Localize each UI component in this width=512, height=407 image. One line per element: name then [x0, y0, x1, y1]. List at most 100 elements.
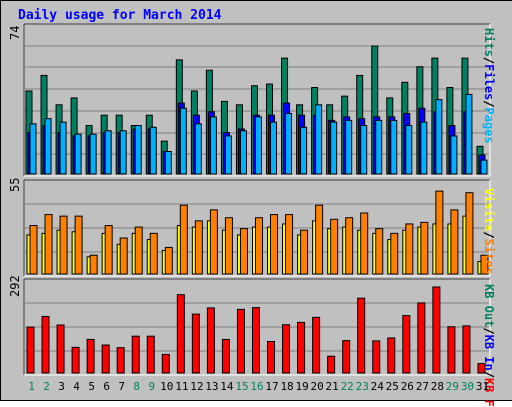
x-tick-label: 10 [160, 380, 174, 393]
kbf-bar [462, 325, 471, 374]
sites-bar [450, 209, 459, 275]
pages-bar [405, 125, 413, 175]
kbf-bar [206, 307, 215, 374]
pages-bar [134, 125, 142, 175]
x-tick-label: 29 [445, 380, 460, 393]
sites-bar [375, 228, 384, 275]
x-tick-label: 27 [415, 380, 429, 393]
pages-bar [179, 107, 187, 175]
pages-bar [300, 126, 308, 175]
kbf-bar [56, 324, 65, 374]
sites-bar [285, 214, 294, 275]
sites-bar [224, 217, 233, 275]
pages-bar [360, 125, 368, 175]
kbf-bar [161, 353, 170, 374]
kbf-bar [191, 313, 200, 374]
x-tick-label: 6 [103, 380, 110, 393]
sites-bar [405, 223, 414, 275]
kbf-bar [282, 324, 291, 374]
pages-bar [89, 133, 97, 175]
x-tick-label: 15 [235, 380, 249, 393]
sites-bar [209, 209, 218, 275]
kbf-bar [176, 294, 185, 374]
kbf-bar [267, 340, 276, 374]
kbf-bar [101, 344, 110, 374]
pages-bar [119, 130, 127, 175]
kbf-bar [432, 286, 441, 374]
x-tick-label: 19 [295, 380, 309, 393]
x-tick-label: 16 [250, 380, 264, 393]
pages-bar [149, 126, 157, 175]
x-axis-labels: 1 2 3 4 5 6 7 8 9 10 11 12 13 14 15 16 17 18 19 20 21 22 23 24 2… [0, 380, 512, 396]
x-tick-label: 5 [88, 380, 95, 393]
sites-bar [89, 254, 98, 275]
sites-bar [74, 215, 83, 275]
kbf-bar [146, 335, 155, 374]
pages-bar [224, 135, 232, 175]
x-tick-label: 8 [133, 380, 141, 393]
pages-bar [480, 159, 488, 175]
legend-separator: / [482, 100, 496, 108]
sites-bar [480, 254, 489, 275]
pages-bar [375, 119, 383, 175]
pages-bar [74, 133, 82, 175]
chart-title: Daily usage for March 2014 [18, 8, 222, 23]
legend-item: Visits [482, 188, 496, 232]
sites-bar [134, 226, 143, 275]
legend-separator: / [482, 231, 496, 239]
x-tick-label: 4 [73, 380, 80, 393]
sites-bar [179, 204, 188, 275]
x-tick-label: 1 [28, 380, 35, 393]
sites-bar [44, 214, 53, 275]
pages-bar [345, 119, 353, 175]
sites-bar [254, 217, 263, 275]
pages-bar [285, 112, 293, 175]
legend-item: Files [482, 64, 496, 101]
legend-item: KB In [482, 334, 496, 371]
x-tick-label: 21 [325, 380, 339, 393]
kbf-bar [417, 302, 426, 374]
x-tick-label: 13 [205, 380, 219, 393]
x-tick-label: 22 [340, 380, 354, 393]
sites-bar [420, 221, 429, 275]
x-tick-label: 11 [175, 380, 189, 393]
kbf-bar [357, 297, 366, 374]
sites-bar [149, 232, 158, 275]
kbf-bar [116, 347, 125, 374]
sites-bar [330, 218, 339, 275]
sites-bar [164, 246, 173, 275]
kbf-bar [402, 315, 411, 374]
legend-item: KB Out [482, 284, 496, 328]
legend-separator: / [482, 370, 496, 378]
kbf-bar [477, 363, 486, 374]
x-tick-label: 25 [385, 380, 399, 393]
kbf-bar [26, 326, 35, 374]
pages-bar [164, 151, 172, 175]
pages-bar [420, 121, 428, 175]
x-tick-label: 14 [220, 380, 234, 393]
x-tick-label: 30 [460, 380, 475, 393]
sites-bar [29, 225, 38, 275]
x-tick-label: 9 [148, 380, 156, 393]
x-tick-label: 28 [430, 380, 444, 393]
legend-item: Hits [482, 28, 496, 57]
x-tick-label: 20 [310, 380, 324, 393]
sites-bar [119, 237, 128, 275]
pages-bar [450, 135, 458, 175]
pages-bar [315, 104, 323, 175]
usage-legend: Hits/Files/Pages [482, 28, 496, 144]
visits-legend: Visits/Sites [482, 188, 496, 275]
pages-bar [465, 93, 473, 175]
kbf-bar [312, 316, 321, 374]
legend-item: Sites [482, 238, 496, 275]
legend-item: Pages [482, 107, 496, 144]
pages-bar [104, 130, 112, 175]
x-tick-label: 17 [265, 380, 279, 393]
kbf-bar [342, 340, 351, 374]
sites-bar [465, 192, 474, 275]
x-tick-label: 7 [118, 380, 126, 393]
x-tick-label: 3 [58, 380, 65, 393]
kbf-bar [387, 337, 396, 374]
kbf-bar [447, 326, 456, 374]
sites-bar [300, 229, 309, 275]
